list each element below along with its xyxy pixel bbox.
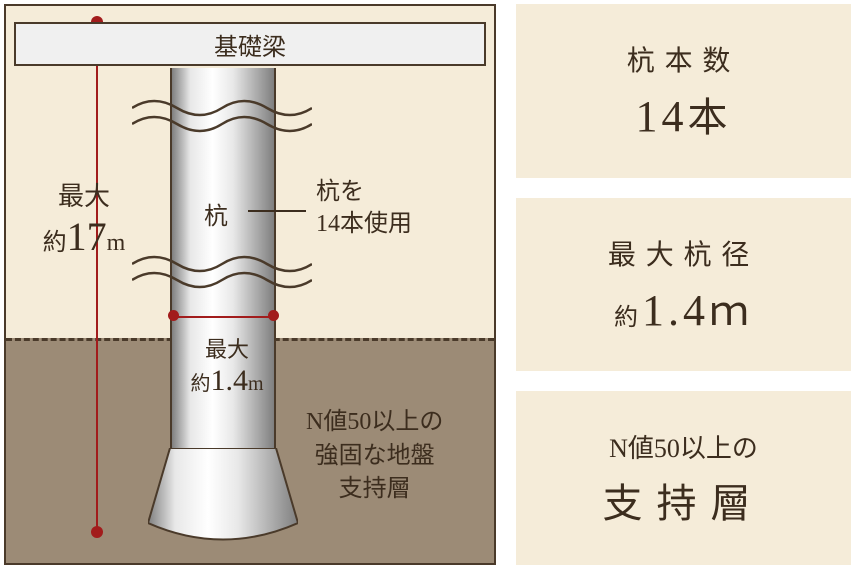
pile xyxy=(162,68,284,546)
bearing-stratum-label: N値50以上の 強固な地盤 支持層 xyxy=(306,406,443,507)
info-max-diameter: 最大杭径 約1.4ｍ xyxy=(516,198,851,372)
info-line2: 約1.4ｍ xyxy=(614,279,753,337)
info-line1: N値50以上の xyxy=(609,428,758,465)
diameter-indicator-line xyxy=(174,316,274,318)
info-line1: 杭本数 xyxy=(627,39,740,79)
diameter-label-line2: 約1.4m xyxy=(172,364,282,398)
pile-bell xyxy=(148,448,298,543)
break-mark-lower xyxy=(132,254,312,290)
pile-label: 杭 xyxy=(204,196,228,231)
info-pile-count: 杭本数 14本 xyxy=(516,4,851,178)
depth-indicator-line xyxy=(96,20,98,532)
pile-usage-label: 杭を 14本使用 xyxy=(316,176,412,241)
info-bearing-stratum: N値50以上の 支持層 xyxy=(516,391,851,565)
info-line1: 最大杭径 xyxy=(608,233,759,273)
break-mark-upper xyxy=(132,98,312,134)
foundation-beam-label: 基礎梁 xyxy=(214,27,286,62)
info-panel: 杭本数 14本 最大杭径 約1.4ｍ N値50以上の 支持層 xyxy=(516,4,851,565)
diameter-indicator-left-dot xyxy=(168,310,179,321)
depth-label-line1: 最大 xyxy=(14,176,154,213)
diameter-label-line1: 最大 xyxy=(172,332,282,364)
depth-label-line2: 約17m xyxy=(14,213,154,260)
pile-diagram: 最大 約17m 基礎梁 xyxy=(4,4,496,565)
depth-indicator-bottom-dot xyxy=(91,526,103,538)
info-line2: 14本 xyxy=(636,85,732,143)
diameter-label: 最大 約1.4m xyxy=(172,332,282,398)
depth-label: 最大 約17m xyxy=(14,176,154,260)
leader-line xyxy=(248,210,306,212)
foundation-beam: 基礎梁 xyxy=(14,22,486,66)
info-line2: 支持層 xyxy=(603,471,765,529)
diameter-indicator-right-dot xyxy=(268,310,279,321)
